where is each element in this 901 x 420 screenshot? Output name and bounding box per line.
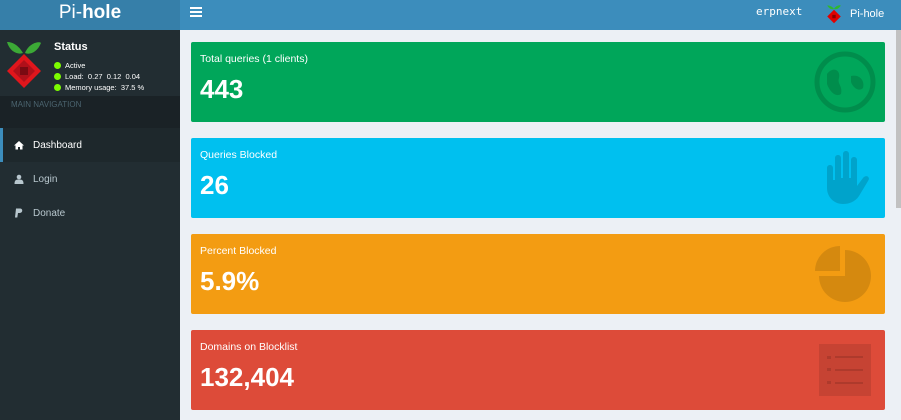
sidebar-toggle-button[interactable] (190, 7, 202, 19)
sidebar-item-login[interactable]: Login (0, 162, 180, 196)
user-icon (14, 174, 24, 184)
sidebar-item-label: Donate (33, 207, 66, 219)
hamburger-icon-bar (190, 15, 202, 17)
stat-value: 26 (200, 170, 229, 200)
user-menu[interactable]: Pi-hole (826, 3, 884, 25)
status-title: Status (54, 41, 88, 53)
pie-chart-icon (815, 246, 871, 302)
status-dot-icon (54, 84, 61, 91)
sidebar-item-dashboard[interactable]: Dashboard (0, 128, 180, 162)
stat-box-percent-blocked[interactable]: Percent Blocked 5.9% (191, 234, 885, 314)
status-active-text: Active (65, 61, 86, 70)
status-dot-icon (54, 73, 61, 80)
stat-box-total-queries[interactable]: Total queries (1 clients) 443 (191, 42, 885, 122)
hamburger-icon (190, 7, 202, 9)
stat-value: 132,404 (200, 362, 294, 392)
app-logo[interactable]: Pi-hole (0, 0, 180, 30)
status-panel: Status Active Load: 0.27 0.12 0.04 Memor… (0, 30, 180, 96)
logo-prefix: Pi- (58, 2, 83, 23)
globe-icon (814, 51, 876, 113)
list-icon (819, 344, 871, 396)
stat-value: 5.9% (200, 266, 260, 296)
status-memory: Memory usage: 37.5 % (54, 83, 144, 92)
stat-box-queries-blocked[interactable]: Queries Blocked 26 (191, 138, 885, 218)
pihole-logo-icon (7, 41, 41, 88)
hamburger-icon-bar (190, 11, 202, 13)
home-icon (14, 140, 24, 150)
page-scrollbar[interactable] (896, 30, 901, 208)
stat-box-domains-blocklist[interactable]: Domains on Blocklist 132,404 (191, 330, 885, 410)
stat-label: Percent Blocked (200, 245, 277, 257)
stat-label: Total queries (1 clients) (200, 53, 308, 65)
sidebar-item-donate[interactable]: Donate (0, 196, 180, 230)
status-dot-icon (54, 62, 61, 69)
paypal-icon (14, 208, 24, 218)
top-navbar: erpnext Pi-hole (180, 0, 901, 30)
status-load-text: Load: 0.27 0.12 0.04 (65, 72, 141, 81)
sidebar-item-label: Dashboard (33, 139, 82, 151)
user-label: Pi-hole (850, 8, 885, 20)
status-memory-text: Memory usage: 37.5 % (65, 83, 145, 92)
hand-icon (827, 151, 869, 204)
status-active: Active (54, 61, 85, 70)
sidebar: Status Active Load: 0.27 0.12 0.04 Memor… (0, 30, 180, 420)
stat-label: Queries Blocked (200, 149, 278, 161)
sidebar-item-label: Login (33, 173, 58, 185)
stat-value: 443 (200, 74, 244, 104)
main-content: Total queries (1 clients) 443 Queries Bl… (180, 30, 901, 420)
logo-bold: hole (82, 2, 122, 23)
hostname: erpnext (756, 5, 803, 18)
stat-label: Domains on Blocklist (200, 341, 298, 353)
status-load: Load: 0.27 0.12 0.04 (54, 72, 140, 81)
nav-header: MAIN NAVIGATION (0, 96, 180, 128)
pihole-logo-icon (827, 5, 841, 24)
